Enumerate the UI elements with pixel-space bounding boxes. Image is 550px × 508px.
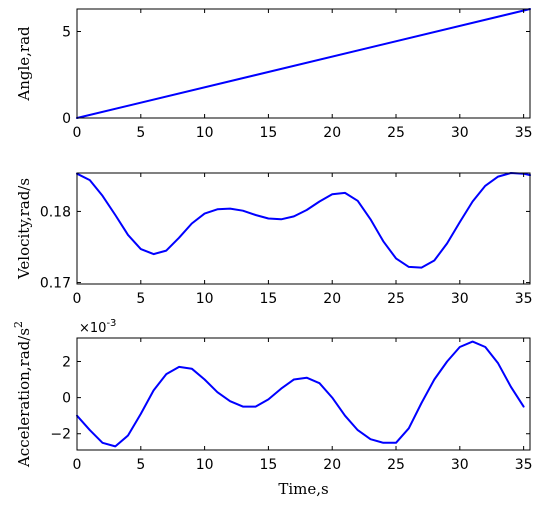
x-tick-label: 0 [73,457,82,473]
x-tick-label: 35 [515,291,533,307]
x-tick-label: 20 [323,125,341,141]
y-tick-label: 0 [62,391,71,407]
x-tick-label: 25 [387,125,405,141]
axes-frame-2 [76,172,531,285]
x-tick-label: 5 [136,125,145,141]
x-tick-label: 10 [196,457,214,473]
y-axis-label-2: Velocity,rad/s [15,178,33,280]
y-axis-label-3: Acceleration,rad/s2 [12,321,33,468]
y-tick-label: 5 [62,24,71,40]
y-tick-label: 2 [62,354,71,370]
x-tick-label: 25 [387,457,405,473]
series-line-2-1 [76,172,531,269]
x-tick-label: 5 [136,457,145,473]
x-tick-label: 30 [451,125,469,141]
x-tick-label: 30 [451,457,469,473]
subplot-1: 0 5 10 15 20 25 30 35 0 5 Angle,rad [15,8,533,141]
x-tick-label: 15 [259,291,277,307]
x-tick-label: 10 [196,291,214,307]
x-tick-label: 0 [73,125,82,141]
subplot-2: 0 5 10 15 20 25 30 35 0.17 0.18 Velocity,rad/s [15,172,533,307]
x-tick-label: 30 [451,291,469,307]
axes-frame-1 [76,8,531,119]
y-exponent-superscript: -3 [106,318,116,329]
y-tick-label: 0.18 [40,204,71,220]
x-tick-label: 15 [259,457,277,473]
axes-frame-3 [76,337,531,451]
x-tick-label: 20 [323,291,341,307]
x-tick-label: 25 [387,291,405,307]
x-axis-label: Time,s [278,480,328,498]
y-tick-label: −2 [50,427,71,443]
series-line-3-1 [76,340,525,448]
y-tick-label: 0.17 [40,276,71,292]
x-tick-label: 5 [136,291,145,307]
x-tick-label: 20 [323,457,341,473]
x-tick-label: 35 [515,125,533,141]
x-tick-label: 0 [73,291,82,307]
x-tick-label: 35 [515,457,533,473]
series-line-1-1 [76,8,531,119]
x-tick-label: 15 [259,125,277,141]
y-tick-label: 0 [62,111,71,127]
y-exponent-label: ×10-3 [79,318,116,336]
y-axis-label-1: Angle,rad [15,26,33,102]
y-axis-label-superscript: 2 [12,321,25,328]
x-tick-label: 10 [196,125,214,141]
